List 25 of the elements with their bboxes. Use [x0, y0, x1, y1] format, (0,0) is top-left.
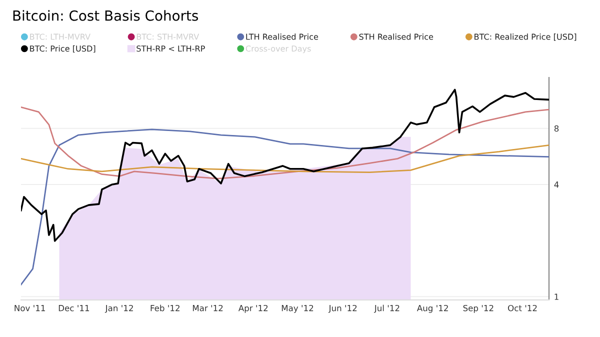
x-tick-label: Dec '11 [58, 305, 90, 312]
x-tick-label: Feb '12 [150, 304, 180, 312]
legend-label: LTH Realised Price [246, 34, 318, 40]
x-tick-label: Jun '12 [328, 304, 357, 313]
y-tick-label: 8 [554, 125, 559, 132]
x-tick-label: May '12 [282, 304, 314, 313]
legend-label: BTC: Price [USD] [30, 45, 96, 53]
legend-label: BTC: Realized Price [USD] [474, 34, 576, 41]
legend-label: STH-RP < LTH-RP [136, 46, 205, 52]
x-tick-label: Nov '11 [14, 305, 45, 312]
x-tick-label: Sep '12 [463, 304, 494, 313]
x-tick-label: Jan '12 [104, 304, 133, 313]
legend-label: STH Realised Price [359, 34, 434, 40]
x-tick-label: Oct '12 [508, 304, 537, 312]
x-tick-label: Mar '12 [192, 304, 223, 312]
x-tick-label: Apr '12 [238, 304, 268, 313]
y-tick-label: 1 [554, 294, 558, 300]
line-series [21, 144, 549, 173]
x-tick-label: Jul '12 [374, 304, 400, 313]
x-tick-label: Aug '12 [416, 304, 448, 313]
line-series [21, 88, 549, 242]
y-tick-label: 4 [554, 182, 559, 188]
chart-title: Bitcoin: Cost Basis Cohorts [13, 10, 198, 21]
line-series [21, 128, 549, 286]
line-series [21, 106, 549, 180]
